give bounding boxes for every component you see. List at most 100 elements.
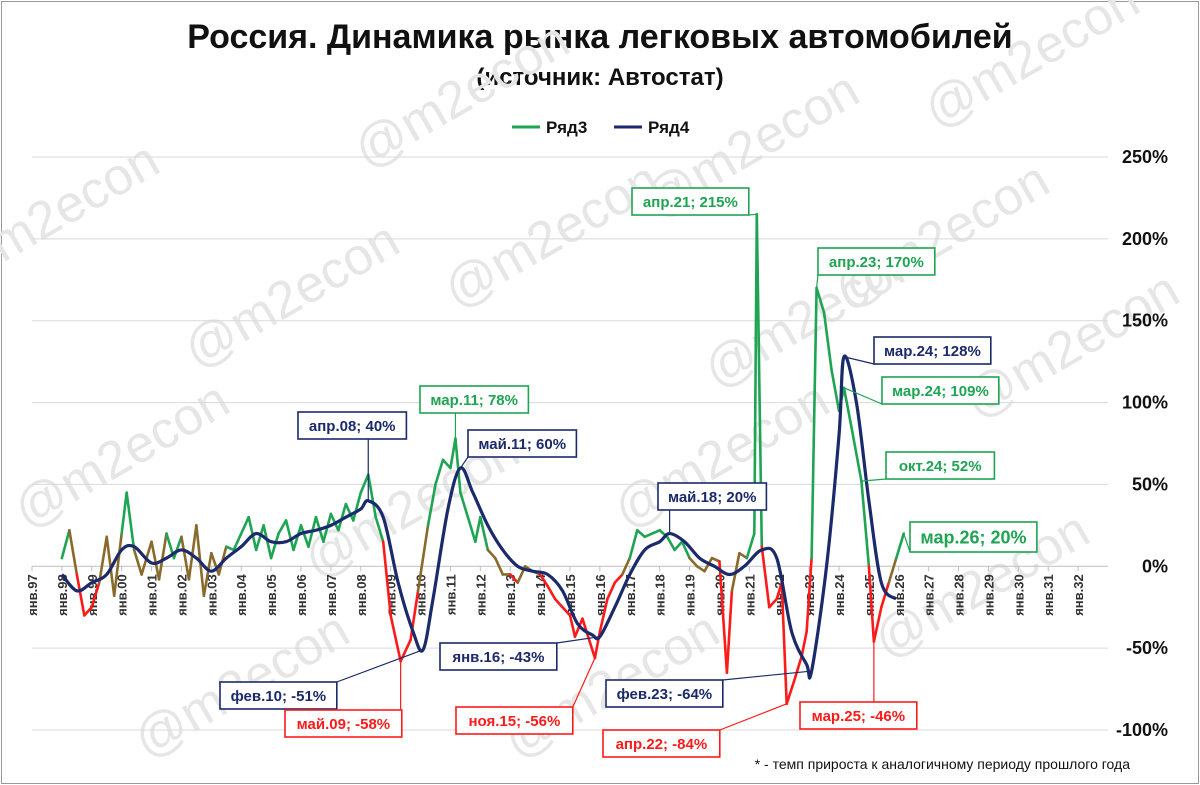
series-ryad3-segment (352, 491, 363, 522)
watermark-text: @m2econ (174, 211, 409, 380)
series-ryad3-segment (90, 581, 101, 609)
series-ryad3-segment (810, 286, 818, 560)
annotation-box (439, 642, 558, 671)
watermark-text: @m2econ (4, 371, 239, 540)
x-tick-label: янв.16 (593, 574, 608, 616)
series-ryad3-segment (299, 524, 310, 548)
series-ryad3-segment (359, 473, 370, 494)
x-tick-label: янв.21 (742, 574, 757, 616)
series-ryad3-segment (381, 540, 392, 617)
series-ryad3-segment (232, 532, 243, 552)
annotation-label: мар.11; 78% (430, 392, 518, 409)
series-ryad3-segment (269, 532, 280, 560)
x-tick-label: янв.24 (832, 574, 847, 616)
series-ryad3-segment (389, 614, 402, 663)
series-ryad3-segment (277, 519, 288, 535)
series-ryad3-segment (635, 528, 647, 539)
series-ryad3-segment (508, 573, 519, 584)
series-ryad4-line (60, 354, 898, 680)
annotation-box (605, 679, 724, 708)
series-ryad3-segment (725, 589, 734, 675)
series-ryad3-segment (97, 535, 109, 584)
annotation-leader (748, 213, 757, 216)
series-ryad3-segment (474, 515, 482, 544)
series-ryad3-segment (486, 548, 497, 560)
series-ryad3-segment (416, 524, 430, 593)
series-ryad3-segment (673, 540, 684, 552)
annotation-label: янв.16; -43% (452, 649, 544, 666)
annotation-box (881, 376, 1000, 405)
series-ryad3-segment (157, 532, 168, 581)
series-ryad3-segment (553, 597, 564, 609)
series-ryad3-segment (830, 368, 841, 413)
x-tick-label: янв.08 (354, 574, 369, 616)
series-ryad3-segment (606, 581, 617, 601)
series-ryad3-segment (738, 551, 749, 560)
annotation-label: май.18; 20% (668, 489, 757, 506)
series-ryad3-segment (132, 548, 143, 576)
x-tick-label: янв.32 (1071, 574, 1086, 616)
x-tick-label: янв.19 (683, 574, 698, 616)
annotation-box (909, 521, 1038, 553)
x-tick-label: янв.04 (234, 574, 249, 616)
annotation-label: май.09; -58% (297, 716, 391, 733)
series-ryad3-segment (665, 535, 676, 552)
series-ryad3-segment (247, 515, 258, 552)
annotation-box (419, 385, 530, 414)
series-ryad3-segment (695, 564, 706, 573)
series-ryad3-segment (800, 630, 808, 658)
annotation-label: апр.23; 170% (829, 254, 924, 271)
annotation-leader (861, 478, 887, 482)
x-tick-label: янв.02 (174, 574, 189, 616)
series-ryad3-segment (187, 524, 198, 581)
y-tick-label: 200% (1122, 229, 1168, 249)
series-ryad3-segment (459, 491, 470, 519)
annotation-box (657, 482, 768, 511)
annotation-box (631, 187, 750, 216)
series-ryad3-segment (650, 528, 661, 535)
series-ryad3-segment (621, 556, 632, 576)
annotation-label: май.11; 60% (478, 436, 566, 453)
series-ryad3-segment (792, 655, 803, 683)
series-ryad3-segment (75, 573, 86, 617)
series-ryad3-segment (598, 597, 609, 634)
x-tick-label: янв.31 (1041, 574, 1056, 616)
x-tick-label: янв.12 (473, 574, 488, 616)
y-tick-label: 50% (1132, 474, 1168, 494)
series-ryad3-segment (120, 491, 128, 535)
x-tick-label: янв.25 (862, 574, 877, 616)
series-ryad3-segment (479, 515, 490, 552)
series-ryad3-segment (842, 386, 853, 429)
x-tick-label: янв.10 (414, 574, 429, 616)
annotation-box (817, 247, 936, 276)
series-ryad3-segment (780, 581, 788, 706)
annotation-label: мар.24; 109% (892, 383, 989, 400)
x-tick-label: янв.28 (952, 574, 967, 616)
x-tick-label: янв.11 (443, 574, 458, 615)
annotation-box (799, 701, 918, 730)
x-tick-label: янв.00 (115, 574, 130, 616)
series-ryad3-segment (894, 532, 906, 560)
annotation-leader (719, 703, 787, 731)
annotation-label: мар.24; 128% (884, 343, 981, 360)
series-ryad3-segment (180, 535, 191, 581)
x-tick-label: янв.18 (653, 574, 668, 616)
chart-subtitle: (источник: Автостат) (476, 64, 724, 91)
series-ryad3-segment (785, 679, 796, 706)
legend-label-ryad4: Ряд4 (648, 118, 690, 137)
x-tick-label: янв.30 (1011, 574, 1026, 616)
series-ryad3-segment (150, 540, 161, 581)
series-ryad3-segment (805, 556, 813, 634)
series-ryad3-segment (872, 605, 883, 643)
series-ryad3-segment (718, 560, 729, 675)
series-ryad3-segment (262, 524, 273, 560)
series-ryad3-segment (688, 556, 699, 568)
series-lines (60, 213, 906, 706)
series-ryad3-segment (292, 524, 303, 552)
series-ryad3-segment (454, 437, 462, 494)
annotation-leader (843, 356, 875, 365)
annotation-box (885, 451, 996, 480)
series-ryad3-segment (434, 458, 445, 486)
annotation-label: фев.10; -51% (231, 688, 327, 705)
x-tick-label: янв.27 (922, 574, 937, 616)
